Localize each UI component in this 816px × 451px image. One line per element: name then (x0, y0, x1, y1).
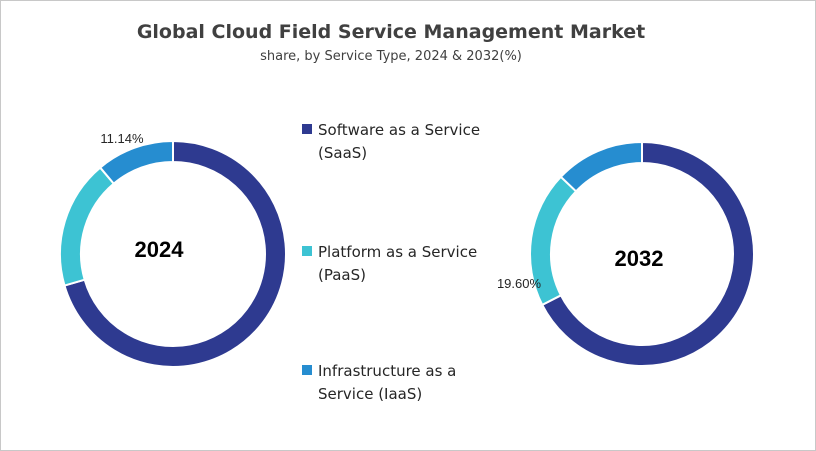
legend-label-iaas: Infrastructure as a Service (IaaS) (318, 362, 457, 403)
legend-label-saas: Software as a Service (SaaS) (318, 121, 481, 162)
legend-label-paas: Platform as a Service (PaaS) (318, 243, 478, 284)
legend-swatch-paas (302, 246, 312, 256)
donut-2024-slice-paas (59, 166, 116, 287)
donut-2032-data-label-paas: 19.60% (497, 276, 542, 291)
legend-item-paas: Platform as a Service (PaaS) (302, 241, 502, 287)
chart-subtitle: share, by Service Type, 2024 & 2032(%) (260, 49, 522, 64)
legend-item-saas: Software as a Service (SaaS) (302, 119, 502, 165)
donut-2024-center-label: 2024 (135, 237, 185, 262)
donut-2032-center-label: 2032 (615, 246, 664, 271)
donut-2032-slice-saas (540, 140, 755, 367)
donut-2024-slice-iaas (98, 139, 174, 186)
donut-2024-data-label-iaas: 11.14% (100, 131, 144, 146)
legend-swatch-iaas (302, 365, 312, 375)
legend-item-iaas: Infrastructure as a Service (IaaS) (302, 360, 502, 406)
donut-2032-slice-iaas (559, 140, 643, 193)
donut-2024-slice-saas (63, 139, 287, 368)
legend-swatch-saas (302, 124, 312, 134)
chart-title: Global Cloud Field Service Management Ma… (136, 21, 646, 43)
